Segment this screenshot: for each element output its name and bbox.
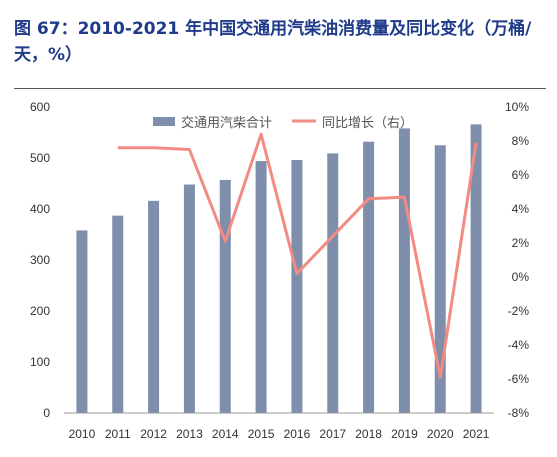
left-tick-label: 400 bbox=[30, 202, 50, 216]
title-divider bbox=[14, 88, 546, 89]
x-tick-label: 2020 bbox=[427, 427, 454, 441]
x-axis-ticks: 2010 2011 2012 2013 2014 2015 2016 2017 2018 2019… bbox=[69, 427, 490, 441]
x-tick-label: 2014 bbox=[212, 427, 239, 441]
left-tick-label: 200 bbox=[30, 304, 50, 318]
x-tick-label: 2017 bbox=[319, 427, 346, 441]
x-tick-label: 2019 bbox=[391, 427, 418, 441]
left-tick-label: 0 bbox=[43, 406, 50, 420]
bar bbox=[470, 124, 482, 413]
left-tick-label: 300 bbox=[30, 253, 50, 267]
x-tick-label: 2018 bbox=[355, 427, 382, 441]
growth-line bbox=[117, 132, 478, 379]
right-tick-label: -8% bbox=[508, 406, 530, 420]
bar bbox=[219, 179, 231, 413]
left-tick-label: 500 bbox=[30, 151, 50, 165]
legend-bar-swatch bbox=[153, 117, 175, 126]
right-tick-label: -6% bbox=[508, 372, 530, 386]
left-tick-label: 600 bbox=[30, 100, 50, 114]
legend: 交通用汽柴合计 同比增长（右） bbox=[153, 115, 413, 131]
left-axis-ticks: 0 100 200 300 400 500 600 bbox=[30, 100, 50, 420]
x-tick-label: 2021 bbox=[463, 427, 490, 441]
x-tick-label: 2012 bbox=[140, 427, 167, 441]
bar bbox=[291, 160, 303, 413]
x-tick-label: 2010 bbox=[69, 427, 96, 441]
right-axis-ticks: -8% -6% -4% -2% 0% 2% 4% 6% 8% 10% bbox=[505, 100, 529, 420]
legend-bar-label: 交通用汽柴合计 bbox=[181, 115, 272, 131]
right-tick-label: 0% bbox=[512, 270, 530, 284]
bar bbox=[327, 153, 339, 413]
bar bbox=[183, 184, 195, 413]
right-tick-label: 4% bbox=[512, 202, 530, 216]
left-tick-label: 100 bbox=[30, 355, 50, 369]
legend-line-label: 同比增长（右） bbox=[322, 116, 413, 131]
right-tick-label: -2% bbox=[508, 304, 530, 318]
right-tick-label: -4% bbox=[508, 338, 530, 352]
x-tick-label: 2015 bbox=[248, 427, 275, 441]
bar-series bbox=[76, 124, 482, 414]
bar bbox=[363, 141, 375, 413]
bar bbox=[148, 200, 160, 413]
line-series bbox=[117, 132, 478, 379]
right-tick-label: 2% bbox=[512, 236, 530, 250]
bar bbox=[398, 128, 410, 414]
bar bbox=[76, 230, 88, 413]
chart-title: 图 67：2010-2021 年中国交通用汽柴油消费量及同比变化（万桶/天，%） bbox=[14, 19, 532, 65]
right-tick-label: 6% bbox=[512, 168, 530, 182]
bar bbox=[255, 161, 267, 413]
bar bbox=[434, 145, 446, 413]
right-tick-label: 8% bbox=[512, 134, 530, 148]
x-tick-label: 2011 bbox=[105, 427, 131, 441]
bar bbox=[112, 215, 124, 413]
x-tick-label: 2016 bbox=[284, 427, 311, 441]
right-tick-label: 10% bbox=[505, 100, 529, 114]
x-tick-label: 2013 bbox=[176, 427, 203, 441]
